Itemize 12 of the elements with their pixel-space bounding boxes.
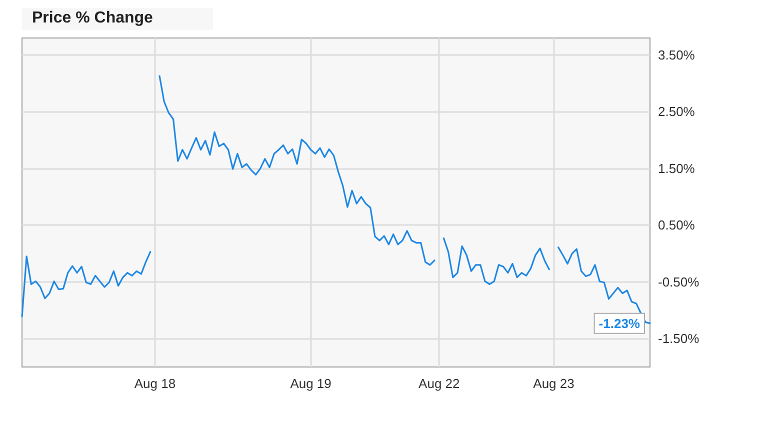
chart-title: Price % Change: [32, 10, 154, 26]
y-tick-label: 3.50%: [658, 48, 696, 63]
y-tick-label: 2.50%: [658, 104, 696, 120]
y-tick-label: 0.50%: [658, 218, 696, 233]
annotation: -1.23%: [598, 316, 640, 331]
x-tick-label: Aug 23: [533, 376, 574, 391]
y-tick-label: -1.50%: [658, 331, 700, 346]
x-tick-label: Aug 19: [290, 376, 332, 391]
y-tick-label: -0.50%: [658, 274, 700, 290]
x-tick-label: Aug 22: [418, 376, 460, 391]
x-tick-label: Aug 18: [134, 376, 176, 391]
y-tick-label: 1.50%: [658, 160, 696, 176]
